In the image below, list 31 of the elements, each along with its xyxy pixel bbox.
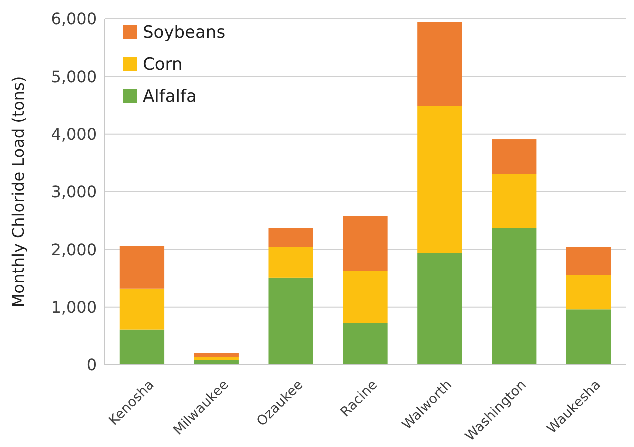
bar	[194, 353, 239, 358]
legend-label: Corn	[143, 54, 183, 75]
bar	[268, 278, 314, 365]
bar	[566, 310, 612, 365]
bar	[418, 253, 462, 365]
bar	[418, 22, 462, 106]
bar	[418, 106, 462, 254]
bar	[268, 247, 314, 278]
bar	[120, 288, 165, 330]
y-tick-label: 6,000	[51, 10, 97, 29]
bar	[268, 228, 314, 248]
y-tick-label: 2,000	[51, 240, 97, 260]
y-tick-label: 0	[86, 356, 97, 375]
y-tick-label: 5,000	[51, 67, 97, 86]
legend-label: Soybeans	[143, 22, 226, 43]
bar	[343, 216, 388, 272]
y-tick-label: 3,000	[51, 182, 97, 202]
bar	[566, 247, 612, 276]
bar	[566, 275, 612, 310]
legend-label: Alfalfa	[143, 86, 197, 107]
bar	[120, 330, 165, 365]
bar	[492, 140, 537, 174]
bar	[343, 323, 388, 365]
bar	[492, 174, 537, 228]
bar	[343, 271, 388, 324]
bar	[492, 228, 537, 365]
bar	[120, 246, 165, 289]
y-tick-label: 4,000	[51, 124, 97, 144]
bar	[194, 358, 239, 360]
y-tick-label: 1,000	[51, 298, 97, 317]
y-axis-title: Monthly Chloride Load (tons)	[9, 76, 28, 308]
